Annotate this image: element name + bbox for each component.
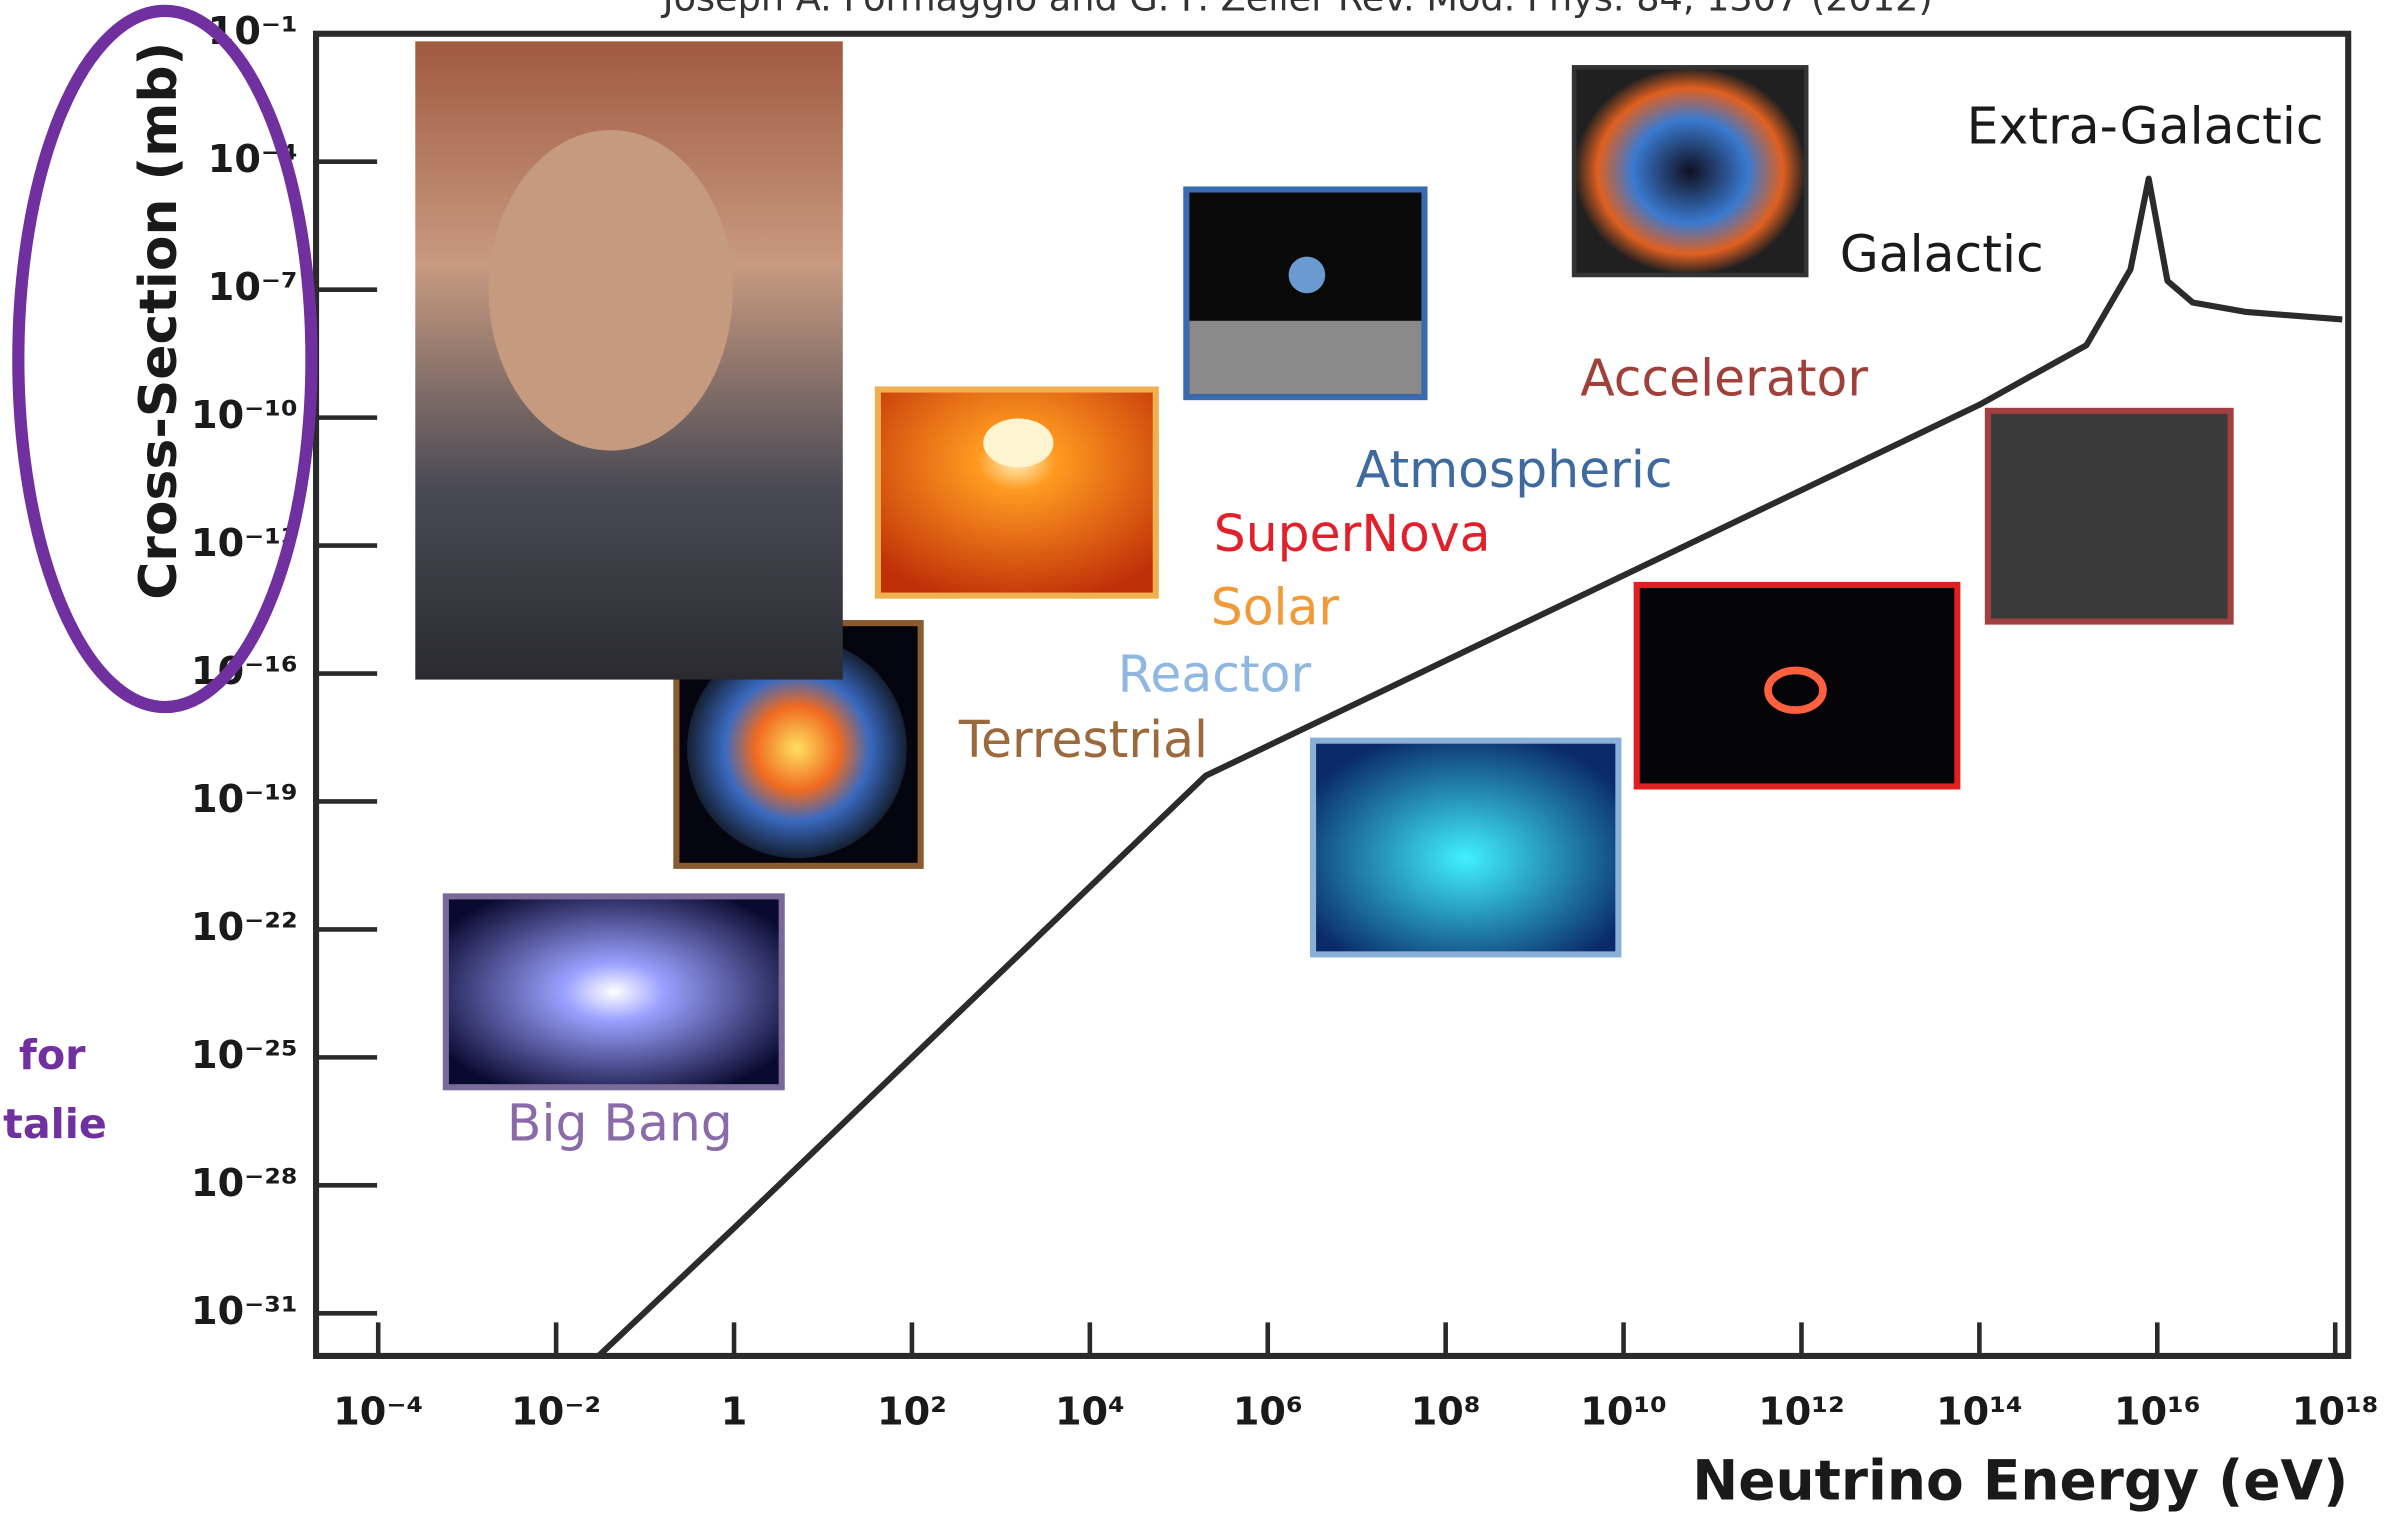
plot-border — [312, 30, 2352, 1359]
side-text: talie — [3, 1100, 107, 1148]
y-tick-label: 10⁻¹⁹ — [191, 777, 298, 821]
earth-disc — [1288, 256, 1326, 294]
x-tick-label: 10¹⁴ — [1936, 1389, 2023, 1433]
reactor-photo — [1309, 737, 1622, 958]
earth-core — [687, 638, 907, 859]
x-tick-label: 10⁻² — [511, 1389, 601, 1433]
annotation: Solar — [1211, 577, 1340, 636]
remnant-photo — [1571, 65, 1809, 278]
annotation: Accelerator — [1580, 348, 1868, 407]
pictures — [415, 41, 2234, 1091]
moon-surface — [1189, 320, 1422, 395]
sn1987a-photo — [1633, 581, 1961, 790]
data-line — [596, 175, 2343, 1359]
portrait-face — [488, 129, 733, 451]
y-tick-label: 10⁻²² — [191, 905, 298, 949]
annotation: Extra-Galactic — [1967, 96, 2324, 155]
y-axis-label: Cross-Section (mb) — [129, 42, 189, 600]
y-tick-label: 10⁻⁷ — [208, 265, 298, 309]
x-axis-label: Neutrino Energy (eV) — [1692, 1448, 2348, 1512]
x-tick-label: 10⁴ — [1055, 1389, 1125, 1433]
highlight-ellipse — [12, 4, 318, 714]
sun-disc — [983, 418, 1054, 468]
bubble-chamber-photo — [1984, 407, 2234, 625]
x-tick-label: 10⁶ — [1233, 1389, 1303, 1433]
annotation: Galactic — [1840, 225, 2044, 284]
annotation: SuperNova — [1214, 504, 1491, 563]
x-tick-label: 1 — [721, 1389, 748, 1433]
x-tick-label: 10¹⁸ — [2292, 1389, 2379, 1433]
annotation: Atmospheric — [1356, 440, 1673, 499]
y-tick-label: 10⁻³¹ — [191, 1289, 298, 1333]
x-tick-label: 10² — [877, 1389, 947, 1433]
y-tick-label: 10⁻¹⁰ — [191, 393, 298, 437]
x-tick-label: 10⁸ — [1411, 1389, 1481, 1433]
sn-ring — [1764, 666, 1827, 714]
marks — [596, 175, 2343, 1359]
x-tick-label: 10⁻⁴ — [333, 1389, 423, 1433]
x-tick-label: 10¹² — [1758, 1389, 1845, 1433]
y-tick-label: 10⁻²⁸ — [191, 1161, 298, 1205]
y-tick-label: 10⁻²⁵ — [191, 1033, 298, 1077]
source-title: Joseph A. Formaggio and G. P. Zeller Rev… — [661, 0, 1933, 20]
annotation: Reactor — [1118, 645, 1312, 704]
annotation: Terrestrial — [958, 710, 1208, 769]
side-text: for — [19, 1031, 86, 1079]
annotation: Big Bang — [507, 1093, 733, 1152]
big-bang-photo — [442, 893, 785, 1091]
x-tick-label: 10¹⁰ — [1580, 1389, 1667, 1433]
x-tick-label: 10¹⁶ — [2114, 1389, 2201, 1433]
annotations: Extra-Galactic Galactic Accelerator Atmo… — [507, 96, 2324, 1152]
